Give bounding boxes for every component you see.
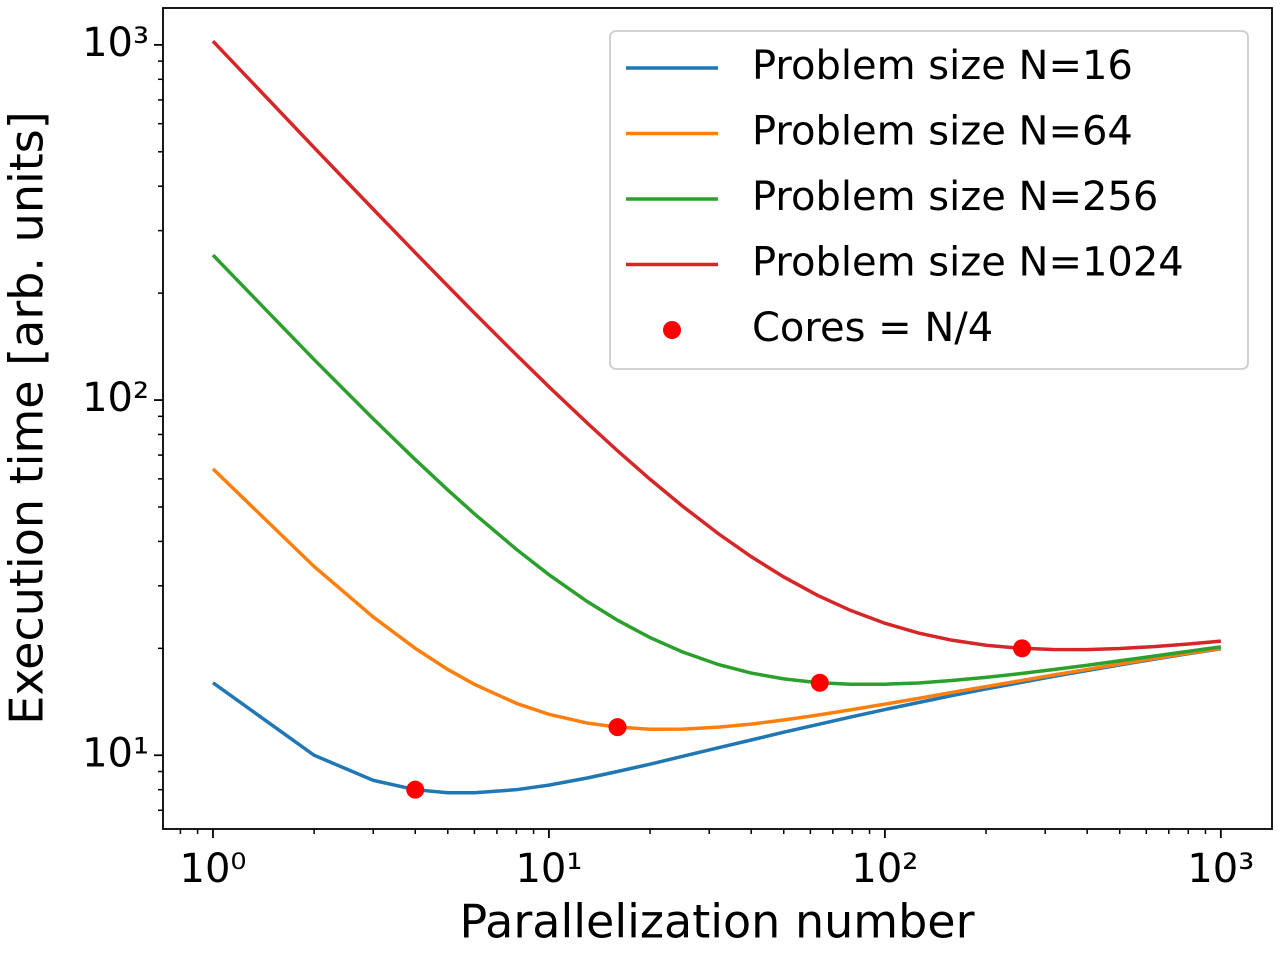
legend-text: Cores = N/4 (752, 305, 993, 351)
y-tick-label: 10³ (82, 20, 149, 66)
y-tick-label: 10¹ (82, 730, 149, 776)
plot-area (211, 40, 1222, 799)
x-tick-label: 10² (851, 846, 918, 892)
plot-frame (162, 7, 1273, 830)
line-series (211, 467, 1222, 731)
legend-marker (663, 321, 681, 339)
legend-text: Problem size N=64 (752, 109, 1133, 155)
line-series (211, 40, 1221, 652)
point (810, 673, 829, 692)
point (1013, 639, 1032, 658)
point (406, 780, 425, 799)
line-series (211, 253, 1222, 686)
legend-text: Problem size N=1024 (752, 240, 1184, 286)
legend-text: Problem size N=256 (752, 174, 1158, 220)
line-series (211, 646, 1222, 795)
y-tick-label: 10² (82, 375, 149, 421)
x-tick-label: 10¹ (515, 846, 582, 892)
x-axis-label: Parallelization number (460, 895, 975, 949)
x-tick-label: 10⁰ (180, 846, 247, 892)
legend-box (609, 30, 1249, 370)
y-axis-label: Execution time [arb. units] (0, 111, 54, 724)
legend-text: Problem size N=16 (752, 43, 1133, 89)
point (608, 718, 627, 737)
x-tick-label: 10³ (1187, 846, 1254, 892)
